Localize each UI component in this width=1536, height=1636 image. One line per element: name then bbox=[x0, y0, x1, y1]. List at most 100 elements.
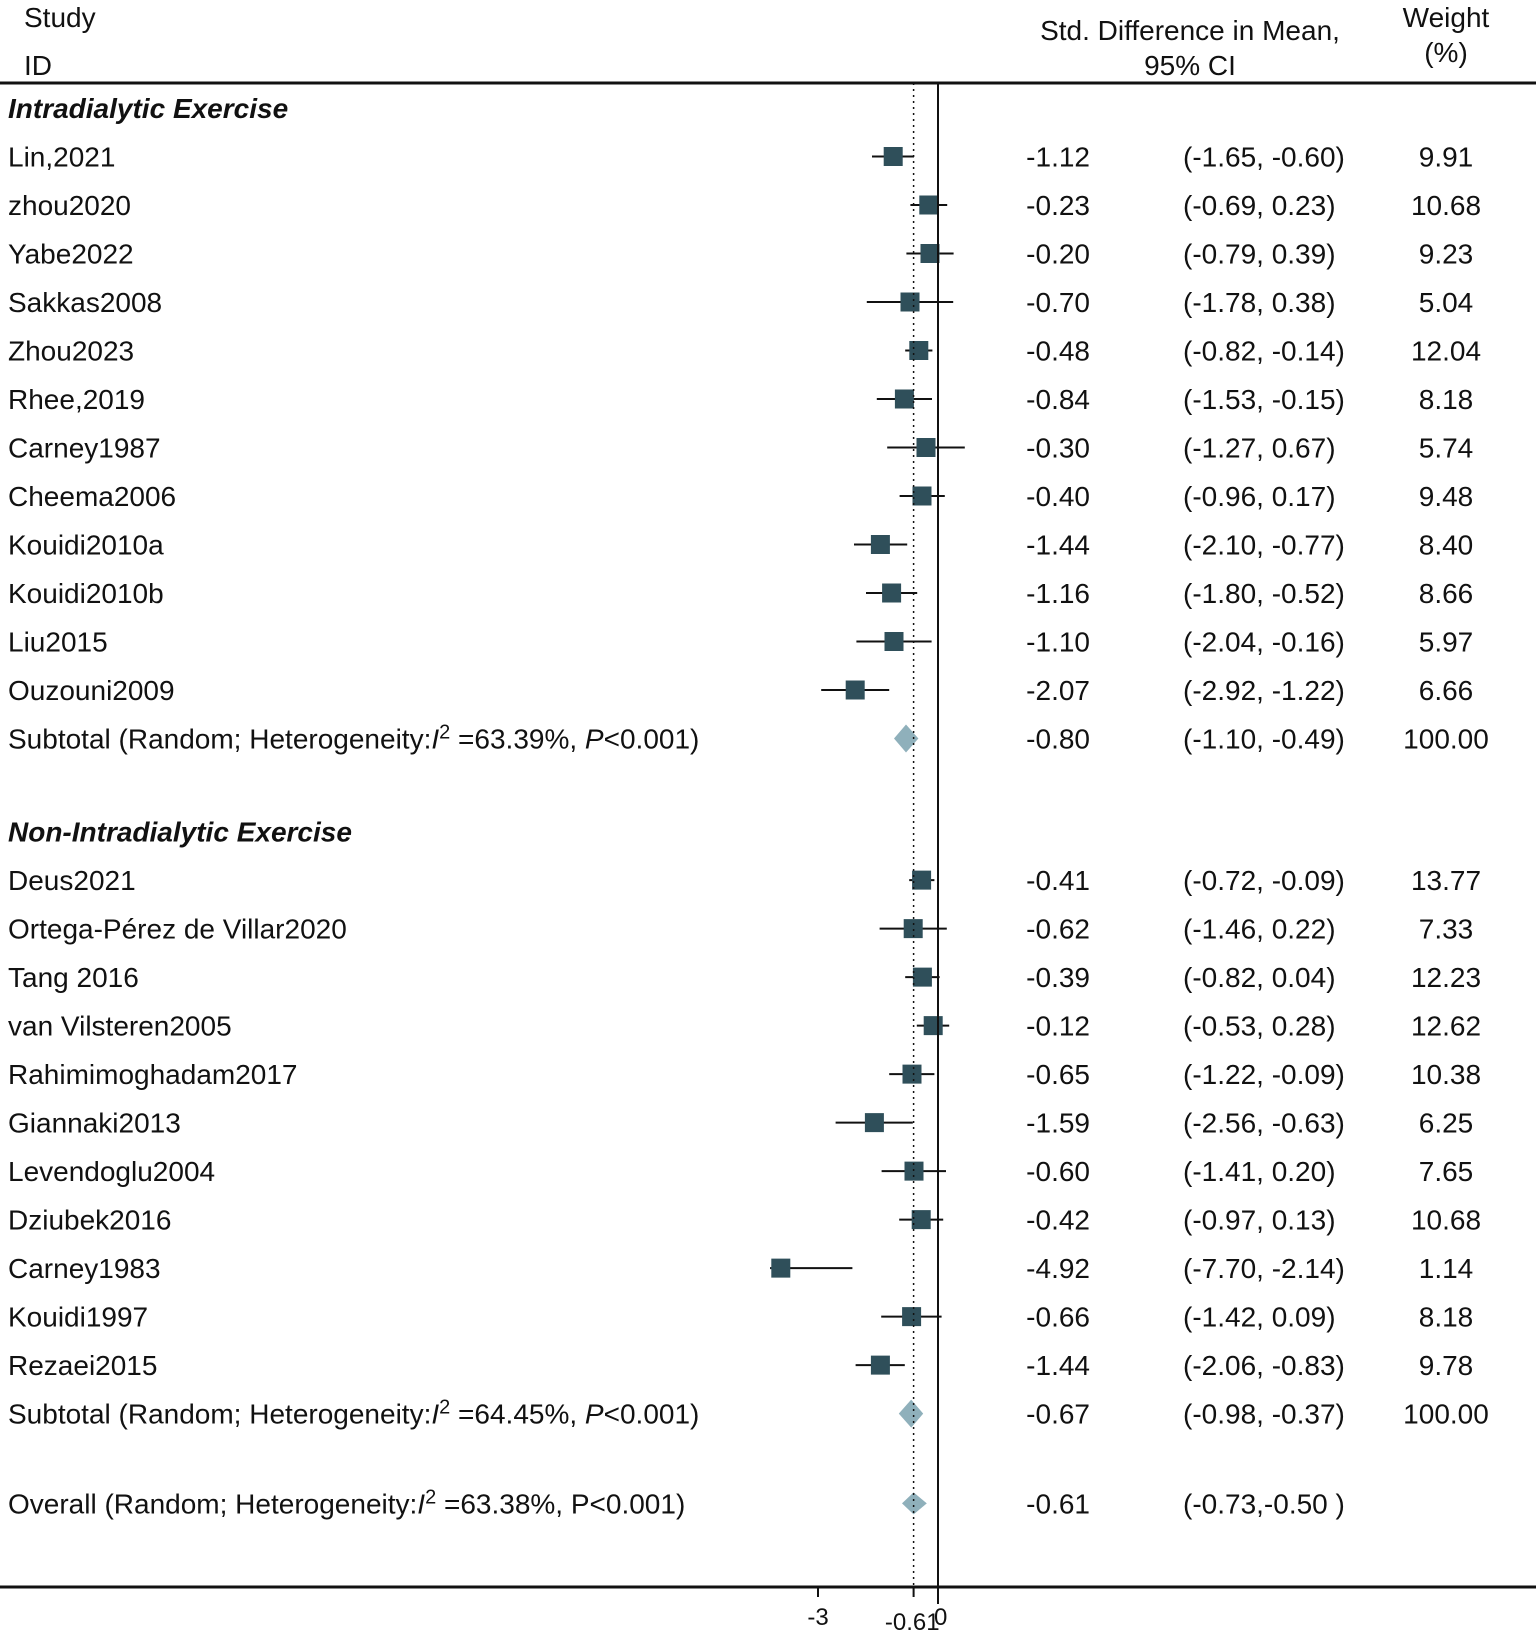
study-label: Kouidi2010a bbox=[8, 530, 164, 561]
effect-square bbox=[923, 1016, 943, 1036]
study-weight: 8.40 bbox=[1419, 530, 1474, 561]
study-confidence-interval: (-2.56, -0.63) bbox=[1183, 1108, 1345, 1139]
effect-square bbox=[882, 583, 902, 603]
subtotal-label: Subtotal (Random; Heterogeneity:I2 =64.4… bbox=[8, 1397, 699, 1430]
study-label: Kouidi2010b bbox=[8, 578, 164, 609]
subtotal-weight: 100.00 bbox=[1403, 1399, 1489, 1430]
study-weight: 5.04 bbox=[1419, 287, 1474, 318]
study-weight: 12.04 bbox=[1411, 336, 1481, 367]
study-weight: 10.68 bbox=[1411, 190, 1481, 221]
study-label: Levendoglu2004 bbox=[8, 1156, 215, 1187]
study-label: zhou2020 bbox=[8, 190, 131, 221]
study-confidence-interval: (-1.53, -0.15) bbox=[1183, 384, 1345, 415]
study-confidence-interval: (-2.92, -1.22) bbox=[1183, 675, 1345, 706]
effect-square bbox=[920, 244, 940, 263]
study-confidence-interval: (-0.96, 0.17) bbox=[1183, 481, 1336, 512]
overall-diamond bbox=[902, 1492, 927, 1515]
study-confidence-interval: (-1.46, 0.22) bbox=[1183, 914, 1336, 945]
study-confidence-interval: (-2.06, -0.83) bbox=[1183, 1350, 1345, 1381]
study-weight: 6.25 bbox=[1419, 1108, 1474, 1139]
study-weight: 13.77 bbox=[1411, 865, 1481, 896]
study-effect-size: -0.70 bbox=[1026, 287, 1090, 318]
effect-square bbox=[912, 486, 932, 506]
study-effect-size: -0.42 bbox=[1026, 1205, 1090, 1236]
study-label: Giannaki2013 bbox=[8, 1108, 181, 1139]
study-effect-size: -0.60 bbox=[1026, 1156, 1090, 1187]
study-confidence-interval: (-2.04, -0.16) bbox=[1183, 627, 1345, 658]
x-tick-label: -3 bbox=[807, 1604, 828, 1631]
effect-square bbox=[870, 1355, 890, 1375]
study-label: Yabe2022 bbox=[8, 239, 134, 270]
study-label: Carney1987 bbox=[8, 433, 161, 464]
study-confidence-interval: (-0.79, 0.39) bbox=[1183, 239, 1336, 270]
study-confidence-interval: (-1.22, -0.09) bbox=[1183, 1059, 1345, 1090]
study-confidence-interval: (-0.72, -0.09) bbox=[1183, 865, 1345, 896]
study-effect-size: -2.07 bbox=[1026, 675, 1090, 706]
effect-square bbox=[870, 535, 890, 554]
study-weight: 8.66 bbox=[1419, 578, 1474, 609]
study-weight: 8.18 bbox=[1419, 1302, 1474, 1333]
study-weight: 5.97 bbox=[1419, 627, 1474, 658]
effect-square bbox=[883, 147, 903, 166]
subtotal-effect-size: -0.80 bbox=[1026, 724, 1090, 755]
study-confidence-interval: (-1.41, 0.20) bbox=[1183, 1156, 1336, 1187]
study-effect-size: -0.65 bbox=[1026, 1059, 1090, 1090]
study-effect-size: -0.48 bbox=[1026, 336, 1090, 367]
study-confidence-interval: (-1.80, -0.52) bbox=[1183, 578, 1345, 609]
study-label: Cheema2006 bbox=[8, 481, 176, 512]
effect-square bbox=[902, 1307, 922, 1327]
subtotal-diamond bbox=[898, 1399, 924, 1428]
study-confidence-interval: (-2.10, -0.77) bbox=[1183, 530, 1345, 561]
study-weight: 9.91 bbox=[1419, 142, 1474, 173]
effect-square bbox=[919, 195, 939, 215]
effect-square bbox=[904, 1161, 924, 1181]
study-weight: 1.14 bbox=[1419, 1253, 1474, 1284]
study-label: Carney1983 bbox=[8, 1253, 161, 1284]
effect-header-line2: 95% CI bbox=[1144, 50, 1236, 81]
group-heading: Non-Intradialytic Exercise bbox=[8, 817, 352, 848]
study-confidence-interval: (-0.69, 0.23) bbox=[1183, 190, 1336, 221]
subtotal-effect-size: -0.67 bbox=[1026, 1399, 1090, 1430]
study-effect-size: -1.10 bbox=[1026, 627, 1090, 658]
effect-square bbox=[916, 438, 936, 457]
group-heading: Intradialytic Exercise bbox=[8, 93, 288, 124]
study-header-line1: Study bbox=[24, 2, 96, 33]
study-weight: 9.48 bbox=[1419, 481, 1474, 512]
study-weight: 12.23 bbox=[1411, 962, 1481, 993]
study-effect-size: -0.30 bbox=[1026, 433, 1090, 464]
effect-square bbox=[903, 919, 923, 939]
study-weight: 9.78 bbox=[1419, 1350, 1474, 1381]
subtotal-weight: 100.00 bbox=[1403, 724, 1489, 755]
study-label: Rahimimoghadam2017 bbox=[8, 1059, 298, 1090]
overall-effect-size: -0.61 bbox=[1026, 1488, 1090, 1519]
weight-header-line1: Weight bbox=[1403, 2, 1490, 33]
effect-square bbox=[912, 870, 932, 890]
study-label: Rezaei2015 bbox=[8, 1350, 157, 1381]
overall-label: Overall (Random; Heterogeneity:I2 =63.38… bbox=[8, 1486, 685, 1519]
subtotal-confidence-interval: (-1.10, -0.49) bbox=[1183, 724, 1345, 755]
study-label: Lin,2021 bbox=[8, 142, 115, 173]
study-effect-size: -1.59 bbox=[1026, 1108, 1090, 1139]
study-effect-size: -1.16 bbox=[1026, 578, 1090, 609]
effect-square bbox=[771, 1258, 791, 1278]
study-label: van Vilsteren2005 bbox=[8, 1011, 232, 1042]
study-effect-size: -0.66 bbox=[1026, 1302, 1090, 1333]
study-confidence-interval: (-1.42, 0.09) bbox=[1183, 1302, 1336, 1333]
study-weight: 7.33 bbox=[1419, 914, 1474, 945]
study-effect-size: -0.84 bbox=[1026, 384, 1090, 415]
study-confidence-interval: (-1.65, -0.60) bbox=[1183, 142, 1345, 173]
effect-square bbox=[900, 292, 920, 312]
plot-rows: Intradialytic Exercise Lin,2021 -1.12 (-1.6… bbox=[8, 93, 1489, 1519]
study-effect-size: -0.62 bbox=[1026, 914, 1090, 945]
study-label: Kouidi1997 bbox=[8, 1302, 148, 1333]
column-headers: Study ID Std. Difference in Mean, 95% CI… bbox=[24, 2, 1490, 81]
study-confidence-interval: (-1.27, 0.67) bbox=[1183, 433, 1336, 464]
study-effect-size: -1.44 bbox=[1026, 1350, 1090, 1381]
study-label: Rhee,2019 bbox=[8, 384, 145, 415]
effect-square bbox=[902, 1064, 922, 1084]
study-weight: 8.18 bbox=[1419, 384, 1474, 415]
study-effect-size: -4.92 bbox=[1026, 1253, 1090, 1284]
effect-square bbox=[894, 389, 914, 409]
study-effect-size: -0.12 bbox=[1026, 1011, 1090, 1042]
